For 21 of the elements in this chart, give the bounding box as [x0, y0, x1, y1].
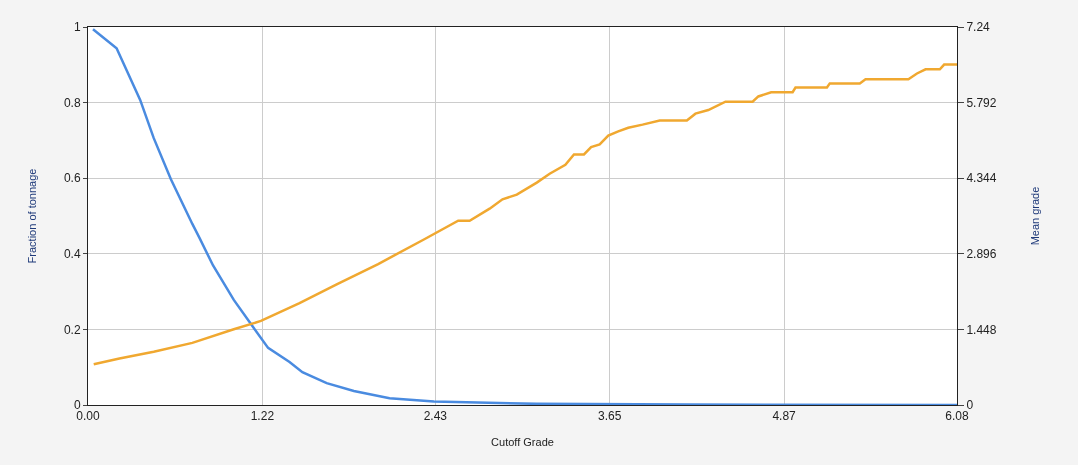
x-tick-label: 4.87	[772, 409, 797, 424]
y2-tick-label: 5.792	[966, 95, 997, 110]
y-tick-label: 0.6	[63, 171, 81, 186]
x-tick-label: 0.00	[76, 409, 100, 424]
y2-tick-label: 4.344	[966, 171, 997, 186]
x-axis-title: Cutoff Grade	[491, 435, 554, 448]
line-series	[91, 28, 957, 405]
x-tick-label: 2.43	[423, 409, 448, 424]
y2-tick-label: 1.448	[966, 322, 997, 337]
y2-tick-label: 7.24	[966, 20, 991, 35]
line-series	[92, 63, 957, 366]
y-axis-title: Fraction of tonnage	[25, 168, 38, 264]
x-tick-label: 6.08	[945, 409, 969, 424]
y-tick-label: 0.4	[63, 247, 81, 261]
y-tick-label: 0.2	[63, 322, 81, 337]
x-tick-label: 3.65	[598, 409, 622, 424]
y-tick-label: 0.8	[63, 95, 81, 110]
x-tick-label: 1.22	[250, 409, 275, 424]
y-tick-label: 1	[73, 20, 81, 35]
y2-tick-label: 2.896	[966, 247, 997, 261]
y2-axis-title: Mean grade	[1028, 186, 1041, 246]
